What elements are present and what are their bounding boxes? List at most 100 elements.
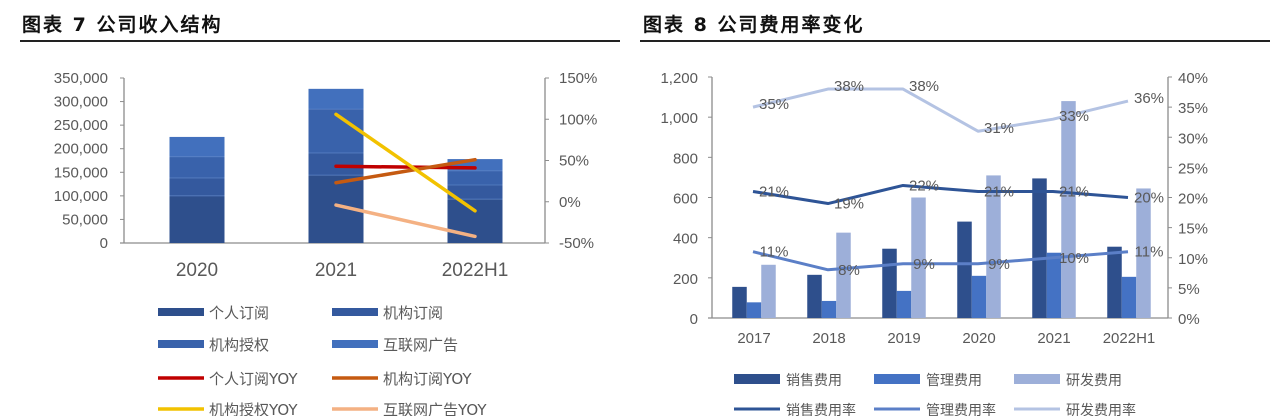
right-y-tick-label: 20% [1178, 191, 1208, 208]
legend-item: 互联网广告 [332, 336, 458, 354]
legend-bar-swatch [332, 308, 378, 316]
expense-bar [1107, 246, 1122, 318]
legend-item: 研发费用 [1014, 373, 1122, 389]
expense-bar [1032, 178, 1047, 318]
left-y-tick-label: 1,000 [660, 110, 698, 127]
data-label: 35% [759, 96, 789, 113]
right-title-rule [640, 40, 1270, 42]
stacked-bar-segment [308, 152, 364, 176]
legend-bar-swatch [332, 340, 378, 348]
legend-label: 机构订阅YOY [383, 370, 472, 388]
legend-item: 机构订阅 [332, 304, 443, 322]
legend-item: 管理费用率 [874, 402, 996, 416]
x-tick-label: 2022H1 [1103, 330, 1156, 347]
legend-label: 销售费用 [786, 373, 842, 389]
expense-bar [746, 302, 762, 318]
data-label: 11% [760, 244, 789, 261]
left-y-tick-label: 1,200 [660, 70, 698, 87]
left-chart-title: 图表 7 公司收入结构 [22, 14, 223, 36]
legend-item: 个人订阅YOY [158, 370, 298, 388]
expense-bar [807, 274, 822, 318]
expense-bar [836, 232, 851, 318]
data-label: 22% [909, 177, 939, 194]
left-y-tick-label: 300,000 [54, 94, 108, 111]
ratio-line [752, 87, 1129, 133]
right-y-tick-label: 0% [559, 194, 581, 211]
legend-label: 研发费用 [1066, 373, 1122, 389]
stacked-bar-segment [169, 177, 225, 196]
right-y-tick-label: 0% [1178, 311, 1200, 328]
yoy-line [334, 157, 477, 185]
expense-bar [896, 290, 912, 318]
expense-bar [1046, 252, 1062, 318]
right-y-tick-label: 30% [1178, 130, 1208, 147]
left-y-tick-label: 150,000 [54, 164, 108, 181]
right-chart-title: 图表 8 公司费用率变化 [643, 14, 865, 36]
revenue-structure-chart: 350,000 300,000 250,000 200,000 150,000 100,0… [54, 70, 598, 416]
expense-bar [1061, 101, 1076, 318]
legend-label: 销售费用率 [786, 402, 856, 416]
stacked-bar-segment [169, 136, 225, 157]
left-y-tick-label: 200 [673, 271, 698, 288]
legend-item: 研发费用率 [1014, 402, 1136, 416]
data-label: 21% [759, 183, 789, 200]
right-y-tick-label: 150% [559, 70, 597, 87]
legend-bar-swatch [158, 340, 204, 348]
legend-label: 管理费用 [926, 373, 982, 389]
data-label: 19% [834, 196, 864, 213]
left-y-tick-label: 100,000 [54, 188, 108, 205]
legend-label: 互联网广告 [383, 336, 458, 354]
ratio-line [752, 250, 1129, 272]
data-label: 21% [984, 183, 1014, 200]
legend-item: 机构订阅YOY [332, 370, 472, 388]
legend-bar-swatch [874, 374, 920, 384]
legend-item: 管理费用 [874, 373, 982, 389]
right-y-tick-label: 15% [1178, 221, 1208, 238]
expense-bar [882, 248, 897, 318]
data-label: 38% [909, 78, 939, 95]
data-label: 9% [913, 256, 935, 273]
expense-bar [986, 175, 1001, 318]
left-y-tick-label: 50,000 [62, 211, 108, 228]
yoy-line [334, 112, 477, 213]
stacked-bar-segment [447, 170, 503, 186]
left-y-tick-label: 0 [690, 311, 698, 328]
x-tick-label: 2019 [887, 330, 920, 347]
stacked-bar-segment [169, 156, 225, 178]
stacked-bar-segment [308, 88, 364, 110]
data-label: 8% [838, 262, 860, 279]
right-y-tick-label: 5% [1178, 281, 1200, 298]
right-y-tick-label: 35% [1178, 100, 1208, 117]
left-y-tick-label: 400 [673, 231, 698, 248]
data-label: 31% [984, 120, 1014, 137]
stacked-bar-segment [169, 195, 225, 243]
expense-bar [761, 264, 776, 318]
data-label: 11% [1135, 244, 1164, 261]
x-tick-label: 2022H1 [442, 260, 509, 281]
left-y-tick-label: 200,000 [54, 141, 108, 158]
yoy-line [334, 203, 477, 239]
legend-item: 个人订阅 [158, 304, 269, 322]
left-y-tick-label: 600 [673, 191, 698, 208]
legend-label: 个人订阅YOY [209, 370, 298, 388]
left-y-tick-label: 800 [673, 150, 698, 167]
legend-label: 机构授权YOY [209, 401, 298, 416]
expense-bar [957, 221, 972, 318]
left-y-tick-label: 0 [100, 235, 108, 252]
expense-bar [1121, 276, 1137, 318]
legend-item: 销售费用 [734, 373, 842, 389]
x-tick-label: 2021 [315, 260, 357, 281]
data-label: 38% [834, 78, 864, 95]
left-title-rule [20, 40, 620, 42]
legend-item: 机构授权 [158, 336, 269, 354]
data-label: 10% [1059, 250, 1089, 267]
x-tick-label: 2018 [812, 330, 845, 347]
x-tick-label: 2021 [1037, 330, 1070, 347]
data-label: 33% [1059, 108, 1089, 125]
legend-label: 机构授权 [209, 336, 269, 354]
legend-label: 机构订阅 [383, 304, 443, 322]
ratio-line [752, 183, 1129, 206]
right-y-tick-label: -50% [559, 235, 594, 252]
x-tick-label: 2017 [737, 330, 770, 347]
legend-label: 管理费用率 [926, 402, 996, 416]
